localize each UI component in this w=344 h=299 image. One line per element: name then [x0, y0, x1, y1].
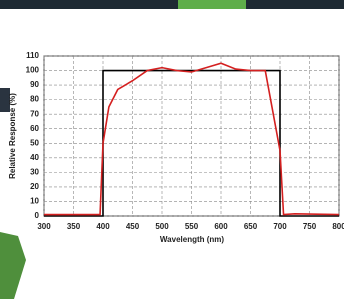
y-tick-label: 50	[30, 138, 39, 147]
x-tick-label: 700	[273, 222, 287, 231]
y-tick-label: 30	[30, 167, 39, 176]
x-tick-label: 550	[185, 222, 199, 231]
y-tick-label: 90	[30, 80, 39, 89]
x-tick-label: 600	[214, 222, 228, 231]
x-tick-label: 750	[303, 222, 317, 231]
y-tick-label: 110	[26, 51, 39, 60]
y-tick-label: 0	[35, 211, 40, 220]
top-strip	[0, 0, 344, 9]
x-tick-label: 450	[126, 222, 140, 231]
x-tick-label: 500	[155, 222, 169, 231]
y-tick-label: 100	[26, 66, 40, 75]
page: Wavelength (nm) Relative Response (%) 0 1…	[0, 0, 344, 299]
y-tick-label: 70	[30, 109, 39, 118]
x-tick-label: 800	[332, 222, 344, 231]
y-tick-label: 20	[30, 182, 39, 191]
y-tick-label: 60	[30, 124, 39, 133]
x-tick-label: 400	[96, 222, 110, 231]
x-axis-label: Wavelength (nm)	[160, 235, 224, 244]
top-photo	[178, 0, 246, 9]
x-tick-label: 300	[37, 222, 51, 231]
chart: Wavelength (nm) Relative Response (%) 0 1…	[0, 0, 344, 299]
y-tick-label: 40	[30, 153, 39, 162]
x-tick-label: 350	[67, 222, 81, 231]
y-axis-label: Relative Response (%)	[8, 93, 17, 179]
x-tick-label: 650	[244, 222, 258, 231]
y-tick-label: 80	[30, 95, 39, 104]
y-tick-label: 10	[30, 197, 39, 206]
